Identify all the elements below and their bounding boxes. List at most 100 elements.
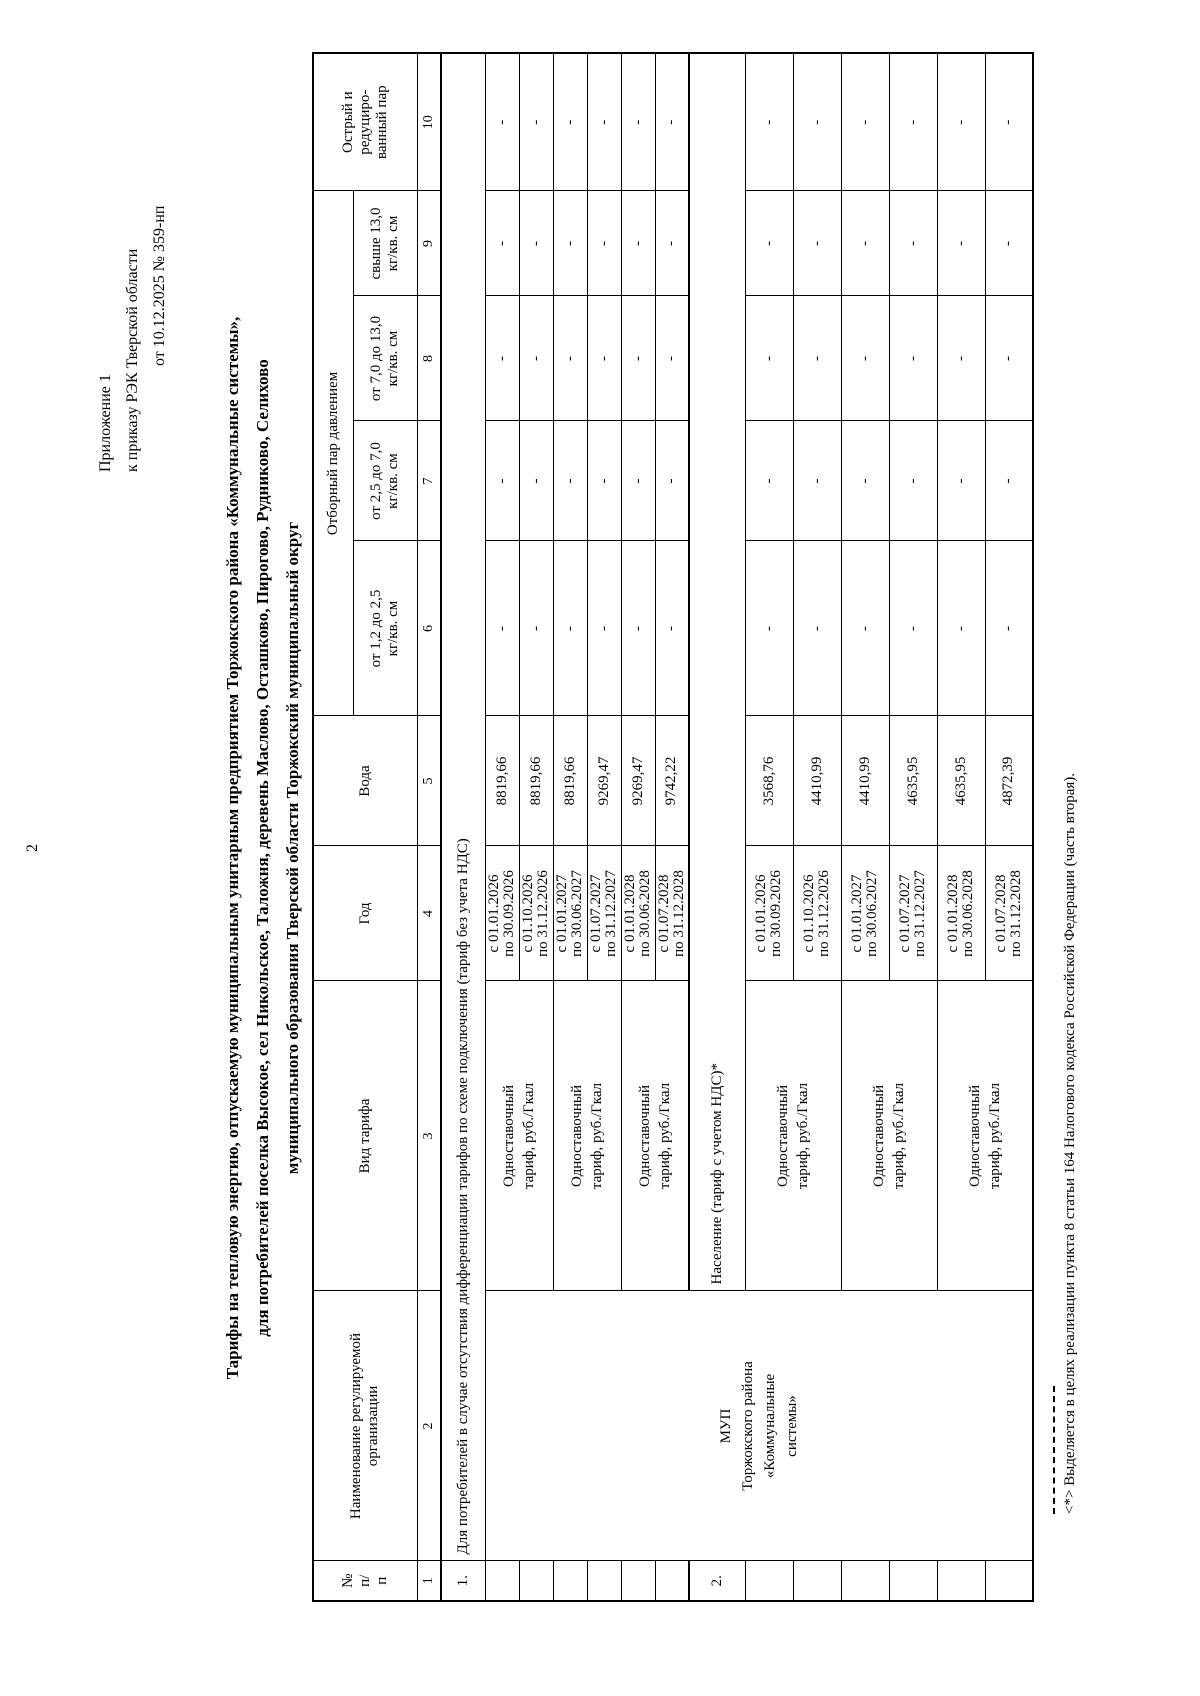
dash-cell: -	[841, 190, 889, 296]
footnote-text: <*> Выделяется в целях реализации пункта…	[1062, 772, 1078, 1514]
header-pressure-4: свыше 13,0 кг/кв. см	[353, 190, 417, 296]
dash-cell: -	[793, 421, 841, 541]
dash-cell: -	[889, 541, 937, 716]
appropriation-line-2: к приказу РЭК Тверской области	[124, 248, 141, 472]
col-number: 7	[417, 421, 441, 541]
section-1-row: 1. Для потребителей в случае отсутствия …	[441, 52, 485, 1601]
col-number: 8	[417, 296, 441, 421]
col-number: 6	[417, 541, 441, 716]
dash-cell: -	[841, 541, 889, 716]
dash-cell: -	[937, 421, 985, 541]
dash-cell: -	[553, 421, 587, 541]
tariff-type-cell: Одноставочный тариф, руб./Гкал	[937, 981, 1033, 1291]
dash-cell: -	[793, 541, 841, 716]
organization-cell: МУП Торжокского района «Коммунальные сис…	[485, 1291, 1033, 1561]
footnote-separator	[1053, 1386, 1055, 1514]
dash-cell: -	[937, 52, 985, 191]
period-cell: с 01.01.2028 по 30.06.2028	[937, 846, 985, 981]
water-value: 9269,47	[587, 716, 621, 846]
dash-cell: -	[841, 52, 889, 191]
dash-cell: -	[655, 190, 689, 296]
water-value: 4410,99	[841, 716, 889, 846]
dash-cell: -	[519, 296, 553, 421]
tariff-type-cell: Одноставочный тариф, руб./Гкал	[485, 981, 553, 1291]
water-value: 8819,66	[485, 716, 519, 846]
period-cell: с 01.01.2026 по 30.09.2026	[745, 846, 793, 981]
dash-cell: -	[655, 296, 689, 421]
dash-cell: -	[655, 541, 689, 716]
dash-cell: -	[587, 541, 621, 716]
dash-cell: -	[889, 190, 937, 296]
col-number: 9	[417, 190, 441, 296]
period-cell: с 01.07.2028 по 31.12.2028	[655, 846, 689, 981]
dash-cell: -	[587, 52, 621, 191]
header-row-1: № п/ п Наименование регулируемой организ…	[313, 52, 417, 1601]
title-line-3: муниципального образования Тверской обла…	[283, 521, 302, 1175]
period-cell: с 01.01.2027 по 30.06.2027	[841, 846, 889, 981]
dash-cell: -	[485, 190, 519, 296]
water-value: 9742,22	[655, 716, 689, 846]
period-cell: с 01.10.2026 по 31.12.2026	[793, 846, 841, 981]
dash-cell: -	[655, 421, 689, 541]
appropriation-note: Приложение 1 к приказу РЭК Тверской обла…	[92, 62, 173, 473]
period-cell: с 01.01.2028 по 30.06.2028	[621, 846, 655, 981]
col-number: 10	[417, 52, 441, 191]
header-steam-group: Отборный пар давлением	[313, 190, 353, 716]
water-value: 8819,66	[519, 716, 553, 846]
section-2-label: Население (тариф с учетом НДС)*	[689, 52, 745, 1291]
section-2-number: 2.	[689, 1561, 745, 1601]
dash-cell: -	[621, 190, 655, 296]
dash-cell: -	[985, 190, 1033, 296]
dash-cell: -	[793, 52, 841, 191]
dash-cell: -	[519, 190, 553, 296]
water-value: 4635,95	[889, 716, 937, 846]
title-line-2: для потребителей поселка Высокое, сел Ни…	[253, 359, 272, 1337]
header-sharp-steam: Острый и редуциро- ванный пар	[313, 52, 417, 191]
title-line-1: Тарифы на тепловую энергию, отпускаемую …	[223, 316, 242, 1380]
table-row: МУП Торжокского района «Коммунальные сис…	[485, 52, 1033, 1601]
dash-cell: -	[745, 421, 793, 541]
dash-cell: -	[985, 541, 1033, 716]
dash-cell: -	[889, 421, 937, 541]
dash-cell: -	[841, 296, 889, 421]
dash-cell: -	[621, 296, 655, 421]
dash-cell: -	[553, 541, 587, 716]
header-pressure-2: от 2,5 до 7,0 кг/кв. см	[353, 421, 417, 541]
col-number: 4	[417, 846, 441, 981]
tariff-type-cell: Одноставочный тариф, руб./Гкал	[621, 981, 689, 1291]
dash-cell: -	[553, 296, 587, 421]
appropriation-line-3: от 10.12.2025 № 359-нп	[151, 205, 168, 367]
dash-cell: -	[587, 421, 621, 541]
dash-cell: -	[985, 296, 1033, 421]
dash-cell: -	[519, 52, 553, 191]
dash-cell: -	[485, 52, 519, 191]
section-1-number: 1.	[441, 1561, 485, 1601]
period-cell: с 01.07.2028 по 31.12.2028	[985, 846, 1033, 981]
period-cell: с 01.07.2027 по 31.12.2027	[889, 846, 937, 981]
section-1-label: Для потребителей в случае отсутствия диф…	[441, 52, 485, 1561]
footnote: <*> Выделяется в целях реализации пункта…	[1053, 60, 1079, 1514]
dash-cell: -	[621, 421, 655, 541]
col-number: 3	[417, 981, 441, 1291]
col-number: 1	[417, 1561, 441, 1601]
water-value: 4872,39	[985, 716, 1033, 846]
dash-cell: -	[519, 421, 553, 541]
period-cell: с 01.01.2026 по 30.09.2026	[485, 846, 519, 981]
period-cell: с 01.01.2027 по 30.06.2027	[553, 846, 587, 981]
appropriation-line-1: Приложение 1	[97, 374, 114, 472]
dash-cell: -	[937, 541, 985, 716]
tariff-table: № п/ п Наименование регулируемой организ…	[312, 51, 1034, 1602]
period-cell: с 01.07.2027 по 31.12.2027	[587, 846, 621, 981]
dash-cell: -	[553, 52, 587, 191]
tariff-type-cell: Одноставочный тариф, руб./Гкал	[841, 981, 937, 1291]
tariff-type-cell: Одноставочный тариф, руб./Гкал	[553, 981, 621, 1291]
dash-cell: -	[889, 52, 937, 191]
dash-cell: -	[553, 190, 587, 296]
header-tariff-type: Вид тарифа	[313, 981, 417, 1291]
dash-cell: -	[937, 190, 985, 296]
dash-cell: -	[519, 541, 553, 716]
document-title: Тарифы на тепловую энергию, отпускаемую …	[218, 55, 308, 1641]
dash-cell: -	[841, 421, 889, 541]
dash-cell: -	[985, 421, 1033, 541]
dash-cell: -	[745, 296, 793, 421]
